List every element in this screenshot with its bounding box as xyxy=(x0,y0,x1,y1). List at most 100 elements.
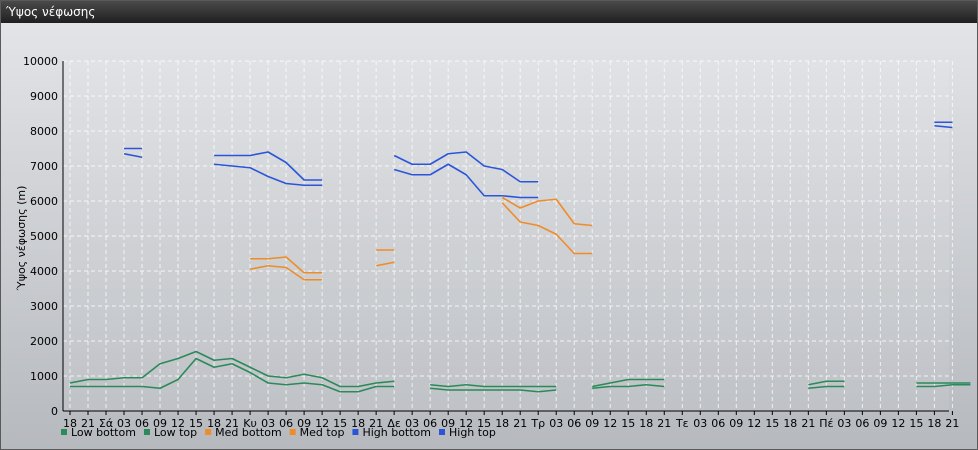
x-tick-label: 09 xyxy=(441,417,455,430)
legend: Low bottom Low top Med bottom Med top High b… xyxy=(61,426,496,439)
x-tick-label: 12 xyxy=(603,417,617,430)
x-tick-label: 21 xyxy=(369,417,383,430)
x-tick-label: 18 xyxy=(783,417,797,430)
y-tick-label: 4000 xyxy=(30,265,58,278)
x-tick-label: Δε xyxy=(387,417,401,430)
y-tick-label: 1000 xyxy=(30,370,58,383)
x-tick-label: 06 xyxy=(567,417,581,430)
x-tick-label: 18 xyxy=(495,417,509,430)
window-title: Ύψος νέφωσης xyxy=(1,1,977,23)
y-tick-label: 8000 xyxy=(30,125,58,138)
series-line-high-top xyxy=(393,151,539,183)
series-lines xyxy=(69,121,971,393)
x-tick-label: 06 xyxy=(135,417,149,430)
legend-swatch xyxy=(205,429,212,435)
y-tick-label: 0 xyxy=(51,405,58,418)
series-line-med-bottom xyxy=(501,202,593,255)
legend-label: Med bottom xyxy=(215,426,282,439)
x-tick-label: 21 xyxy=(945,417,959,430)
y-tick-label: 5000 xyxy=(30,230,58,243)
x-tick-label: 09 xyxy=(729,417,743,430)
x-tick-label: 12 xyxy=(747,417,761,430)
x-tick-label: 09 xyxy=(873,417,887,430)
x-tick-label: 12 xyxy=(891,417,905,430)
x-tick-label: 09 xyxy=(297,417,311,430)
series-line-low-bottom xyxy=(430,387,557,393)
x-tick-label: 21 xyxy=(225,417,239,430)
x-tick-label: 18 xyxy=(207,417,221,430)
legend-label: High top xyxy=(449,426,496,439)
x-tick-label: 06 xyxy=(423,417,437,430)
x-tick-label: 09 xyxy=(153,417,167,430)
series-line-high-bottom xyxy=(213,163,323,187)
x-tick-label: 21 xyxy=(513,417,527,430)
legend-swatch xyxy=(61,429,67,435)
axes: 0 1000 2000 3000 4000 5000 6000 7000 8000 9000 100… xyxy=(23,55,959,430)
series-line-med-top xyxy=(250,256,323,274)
series-line-low-bottom xyxy=(916,383,971,388)
y-tick-label: 9000 xyxy=(30,90,58,103)
x-tick-label: 09 xyxy=(585,417,599,430)
x-tick-label: 03 xyxy=(405,417,419,430)
legend-swatch xyxy=(352,429,359,435)
y-tick-label: 7000 xyxy=(30,160,58,173)
grid xyxy=(63,60,953,411)
series-line-high-top xyxy=(214,151,323,181)
x-tick-label: 03 xyxy=(117,417,131,430)
legend-label: Low bottom xyxy=(71,426,136,439)
x-tick-label: Τρ xyxy=(530,417,545,430)
cloud-height-chart: 0 1000 2000 3000 4000 5000 6000 7000 8000 9000 100… xyxy=(15,55,971,439)
series-line-low-top xyxy=(592,378,665,388)
series-line-low-top xyxy=(808,380,845,386)
legend-swatch xyxy=(143,429,150,435)
x-tick-label: 06 xyxy=(711,417,725,430)
x-tick-label: 03 xyxy=(837,417,851,430)
series-line-low-bottom xyxy=(70,357,395,393)
x-tick-label: 21 xyxy=(657,417,671,430)
series-line-med-bottom xyxy=(249,264,323,281)
series-line-med-top xyxy=(501,196,593,227)
legend-swatch xyxy=(289,429,296,435)
x-tick-label: 18 xyxy=(639,417,653,430)
x-tick-label: 12 xyxy=(459,417,473,430)
x-tick-label: 12 xyxy=(315,417,329,430)
x-tick-label: 15 xyxy=(189,417,203,430)
x-tick-label: 15 xyxy=(621,417,635,430)
series-line-high-bottom xyxy=(934,124,953,129)
x-tick-label: 18 xyxy=(351,417,365,430)
x-tick-label: 06 xyxy=(855,417,869,430)
x-tick-label: 03 xyxy=(261,417,275,430)
x-tick-label: 21 xyxy=(81,417,95,430)
x-tick-label: Πέ xyxy=(819,417,833,430)
x-tick-label: 18 xyxy=(927,417,941,430)
x-tick-label: 21 xyxy=(801,417,815,430)
series-line-low-top xyxy=(69,350,395,388)
series-line-low-top xyxy=(430,383,557,388)
x-tick-label: 15 xyxy=(333,417,347,430)
x-tick-label: 18 xyxy=(63,417,77,430)
legend-swatch xyxy=(439,429,445,435)
legend-label: Med top xyxy=(300,426,345,439)
x-tick-label: 15 xyxy=(765,417,779,430)
x-tick-label: Σά xyxy=(99,417,113,430)
series-line-high-bottom xyxy=(393,163,539,199)
series-line-med-bottom xyxy=(375,261,395,267)
x-tick-label: 06 xyxy=(279,417,293,430)
x-tick-label: 03 xyxy=(549,417,563,430)
x-tick-label: Τε xyxy=(675,417,689,430)
y-tick-label: 10000 xyxy=(23,55,58,68)
series-line-high-bottom xyxy=(123,152,143,159)
legend-label: High bottom xyxy=(362,426,431,439)
series-line-low-bottom xyxy=(592,383,665,390)
y-tick-label: 2000 xyxy=(30,335,58,348)
legend-label: Low top xyxy=(154,426,197,439)
chart-area: 0 1000 2000 3000 4000 5000 6000 7000 8000 9000 100… xyxy=(1,23,977,449)
x-tick-label: 15 xyxy=(909,417,923,430)
x-tick-label: Κυ xyxy=(243,417,257,430)
x-tick-label: 12 xyxy=(171,417,185,430)
x-tick-label: 03 xyxy=(693,417,707,430)
series-line-low-bottom xyxy=(808,385,845,390)
x-tick-label: 15 xyxy=(477,417,491,430)
y-tick-label: 6000 xyxy=(30,195,58,208)
